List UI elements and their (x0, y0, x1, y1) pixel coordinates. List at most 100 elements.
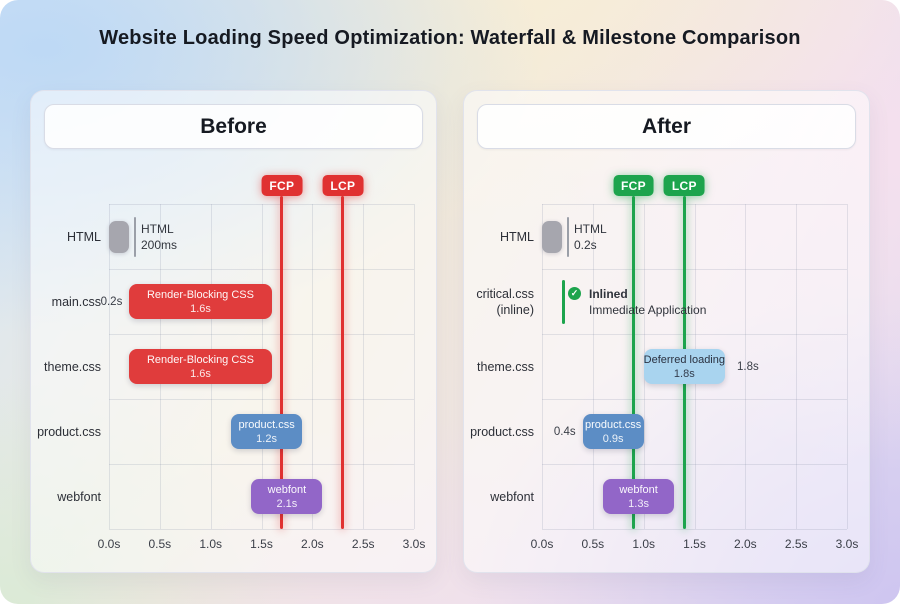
bar-theme-css: Deferred loading 1.8s (643, 349, 725, 384)
bar-text-name: webfont (267, 483, 307, 496)
page-title: Website Loading Speed Optimization: Wate… (99, 27, 801, 49)
row-label-text: HTML (66, 229, 101, 244)
milestone-label: FCP (269, 178, 295, 193)
row-label-product-css: product.css (31, 399, 101, 464)
check-circle-icon: ✓ (568, 286, 581, 300)
bar-text-name: product.css (585, 418, 642, 431)
grid-hline (109, 269, 414, 270)
row-label-text: critical.css (476, 286, 534, 301)
panel-before: Before FCP LCP HTML HTML 200ms main.css Render-… (30, 90, 437, 573)
row-label-main-css: main.css (31, 269, 101, 334)
row-label-webfont: webfont (464, 464, 534, 529)
bar-text-value: 0.9s (602, 432, 624, 445)
panel-after: After FCP LCP HTML HTML 0.2s critical.css (inli… (463, 90, 870, 573)
row-label-text: product.css (37, 424, 101, 439)
bar-text-name: webfont (619, 483, 658, 496)
x-axis-tick: 0.5s (148, 537, 172, 551)
row-label-theme-css: theme.css (31, 334, 101, 399)
milestone-badge-lcp: LCP (322, 175, 364, 196)
request-note: HTML 200ms (141, 221, 177, 253)
row-label-text: theme.css (44, 359, 101, 374)
x-axis-tick: 1.5s (250, 537, 273, 551)
row-label-text: product.css (470, 424, 534, 439)
grid-hline (542, 334, 847, 335)
x-axis-tick: 2.0s (733, 537, 757, 551)
row-label-text: main.css (51, 294, 101, 309)
bar-text-value: 1.3s (628, 497, 649, 510)
row-label-product-css: product.css (464, 399, 534, 464)
grid-vline (109, 204, 110, 529)
milestone-line-fcp (280, 196, 284, 529)
bar-end-time-label: 1.8s (737, 360, 759, 373)
bar-start-time-label: 0.4s (553, 425, 576, 438)
grid-hline (542, 204, 847, 205)
grid-hline (109, 464, 414, 465)
request-note: HTML 0.2s (574, 221, 607, 253)
bar-text-value: 2.1s (276, 497, 298, 510)
milestone-badge-fcp: FCP (261, 175, 303, 196)
request-bar-html (542, 220, 563, 253)
row-label-text: webfont (490, 489, 534, 504)
grid-vline (363, 204, 365, 529)
row-label-text: HTML (499, 229, 534, 244)
x-axis-tick: 1.0s (632, 537, 655, 551)
grid-vline (542, 204, 543, 529)
panel-title-before: Before (44, 104, 423, 149)
bar-webfont: webfont 2.1s (251, 479, 323, 514)
x-axis-tick: 2.5s (784, 537, 808, 551)
bar-text-value: 1.8s (673, 367, 695, 380)
grid-vline (847, 204, 848, 529)
request-bar-html (109, 220, 130, 253)
row-label-text: webfont (57, 489, 101, 504)
row-label-text: theme.css (477, 359, 534, 374)
x-axis-tick: 1.0s (199, 537, 222, 551)
request-note-name: HTML (574, 221, 607, 236)
grid-hline (109, 529, 414, 530)
inline-note-title: Inlined (589, 286, 628, 301)
bar-text-value: 1.6s (190, 302, 211, 315)
bar-product-css: product.css 1.2s (231, 414, 303, 449)
x-axis-tick: 0.5s (581, 537, 605, 551)
grid-hline (109, 204, 414, 205)
bar-text-value: 1.2s (256, 432, 277, 445)
grid-vline (745, 204, 747, 529)
grid-hline (542, 464, 847, 465)
row-label-critical-css: critical.css (inline) (464, 269, 534, 334)
x-axis-tick: 0.0s (530, 537, 554, 551)
inline-note-text: Inlined Immediate Application (589, 286, 706, 318)
row-label-theme-css: theme.css (464, 334, 534, 399)
x-axis-tick: 3.0s (402, 537, 426, 551)
row-label-HTML: HTML (464, 204, 534, 269)
row-label-webfont: webfont (31, 464, 101, 529)
request-end-tick (567, 216, 570, 257)
row-label-text-2: (inline) (496, 302, 534, 317)
row-label-HTML: HTML (31, 204, 101, 269)
inline-note-subtitle: Immediate Application (589, 302, 707, 317)
inline-marker-tick (562, 279, 566, 324)
inline-note: ✓ Inlined Immediate Application (568, 286, 706, 318)
bar-start-time-label: 0.2s (100, 295, 123, 308)
x-axis-tick: 2.5s (351, 537, 375, 551)
grid-vline (312, 204, 314, 529)
bar-text-name: Render-Blocking CSS (146, 353, 254, 366)
grid-hline (109, 399, 414, 400)
grid-hline (542, 529, 847, 530)
bar-theme-css: Render-Blocking CSS 1.6s (129, 349, 272, 384)
bar-text-name: Deferred loading (643, 353, 725, 366)
bar-text-value: 1.6s (190, 367, 211, 380)
grid-hline (542, 399, 847, 400)
bar-webfont: webfont 1.3s (603, 479, 675, 514)
grid-hline (109, 334, 414, 335)
x-axis-tick: 2.0s (300, 537, 324, 551)
milestone-label: FCP (621, 178, 646, 193)
bar-text-name: product.css (238, 418, 295, 431)
bar-text-name: Render-Blocking CSS (146, 288, 254, 301)
request-end-tick (134, 216, 137, 257)
milestone-label: LCP (330, 178, 356, 193)
request-note-time: 200ms (141, 237, 178, 252)
grid-hline (542, 269, 847, 270)
bar-main-css: Render-Blocking CSS 1.6s (129, 284, 272, 319)
milestone-badge-lcp: LCP (663, 175, 705, 196)
panel-title-after: After (477, 104, 856, 149)
